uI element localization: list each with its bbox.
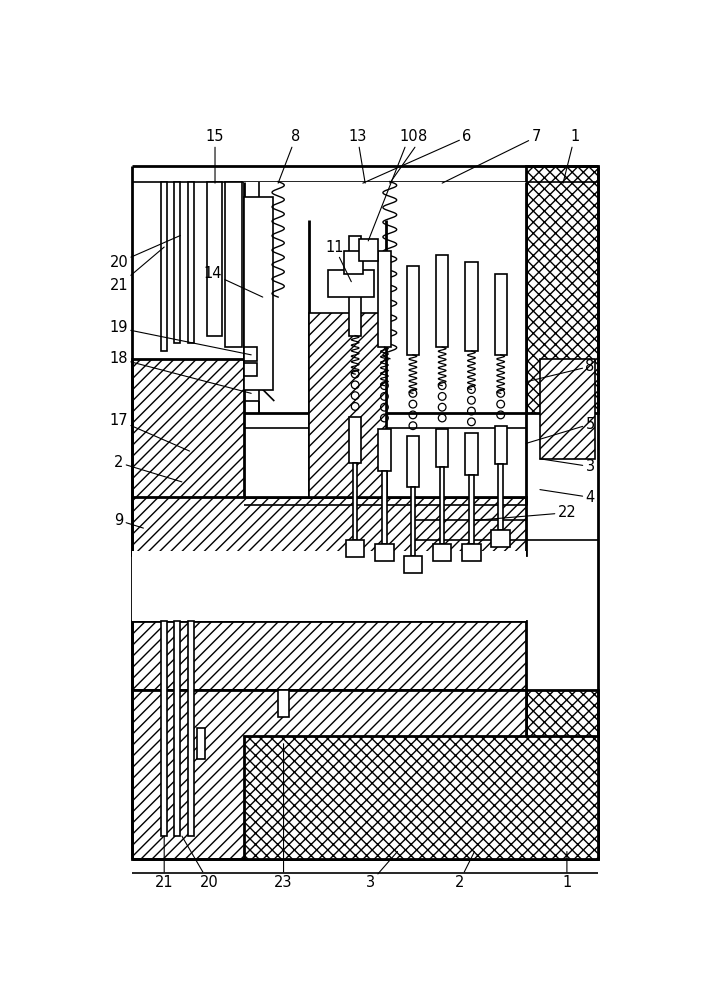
- Text: 20: 20: [182, 836, 218, 890]
- Bar: [436, 429, 449, 467]
- Bar: [353, 463, 357, 540]
- Text: 11: 11: [325, 240, 351, 282]
- Text: 8: 8: [390, 129, 427, 183]
- Text: 5: 5: [526, 417, 595, 443]
- Bar: [244, 182, 526, 497]
- Bar: [161, 620, 167, 836]
- Bar: [406, 436, 419, 487]
- Text: 14: 14: [204, 266, 263, 297]
- Text: 23: 23: [274, 744, 293, 890]
- Bar: [526, 166, 597, 413]
- Bar: [343, 251, 363, 274]
- Text: 13: 13: [348, 129, 366, 183]
- Bar: [406, 266, 419, 355]
- Text: 19: 19: [110, 320, 251, 355]
- Bar: [349, 235, 362, 336]
- Bar: [378, 251, 390, 347]
- Text: 17: 17: [110, 413, 190, 451]
- Bar: [206, 182, 222, 336]
- Bar: [188, 182, 194, 343]
- Bar: [132, 690, 526, 859]
- Bar: [436, 255, 449, 347]
- Bar: [132, 497, 526, 555]
- Bar: [225, 182, 242, 347]
- Bar: [244, 363, 258, 376]
- Bar: [174, 620, 180, 836]
- Bar: [462, 544, 481, 561]
- Text: 10: 10: [369, 129, 418, 241]
- Text: 4: 4: [540, 490, 595, 505]
- Text: 8: 8: [526, 359, 595, 382]
- Text: 18: 18: [110, 351, 251, 393]
- Text: 7: 7: [442, 129, 541, 183]
- Bar: [132, 359, 301, 505]
- Bar: [494, 426, 507, 464]
- Bar: [465, 262, 477, 351]
- Bar: [382, 471, 387, 544]
- Text: 15: 15: [206, 129, 224, 183]
- Bar: [197, 728, 205, 759]
- Bar: [498, 464, 503, 530]
- Bar: [161, 182, 167, 351]
- Bar: [349, 417, 362, 463]
- Bar: [329, 270, 374, 297]
- Bar: [540, 359, 595, 459]
- Bar: [174, 182, 180, 343]
- Bar: [132, 551, 526, 620]
- Bar: [244, 736, 597, 859]
- Bar: [346, 540, 364, 557]
- Text: 3: 3: [540, 459, 595, 474]
- Bar: [526, 690, 597, 859]
- Bar: [375, 544, 394, 561]
- Bar: [404, 556, 422, 573]
- Bar: [411, 487, 415, 556]
- Text: 22: 22: [475, 505, 576, 520]
- Text: 20: 20: [110, 235, 180, 270]
- Text: 1: 1: [563, 129, 579, 183]
- Bar: [278, 690, 289, 717]
- Bar: [494, 274, 507, 355]
- Bar: [433, 544, 451, 561]
- Text: 21: 21: [110, 247, 164, 293]
- Bar: [378, 429, 390, 471]
- Text: 21: 21: [155, 836, 173, 890]
- Bar: [309, 312, 386, 497]
- Bar: [132, 620, 526, 690]
- Text: 9: 9: [114, 513, 143, 528]
- Text: 2: 2: [114, 455, 182, 482]
- Bar: [491, 530, 510, 547]
- Bar: [469, 475, 474, 544]
- Text: 8: 8: [278, 129, 300, 183]
- Text: 6: 6: [363, 129, 472, 183]
- Bar: [465, 433, 477, 475]
- Bar: [440, 467, 444, 544]
- Bar: [359, 239, 378, 261]
- Bar: [244, 347, 258, 361]
- Bar: [244, 197, 273, 389]
- Bar: [188, 620, 194, 836]
- Text: 2: 2: [454, 852, 475, 890]
- Text: 1: 1: [562, 852, 571, 890]
- Text: 3: 3: [366, 852, 397, 890]
